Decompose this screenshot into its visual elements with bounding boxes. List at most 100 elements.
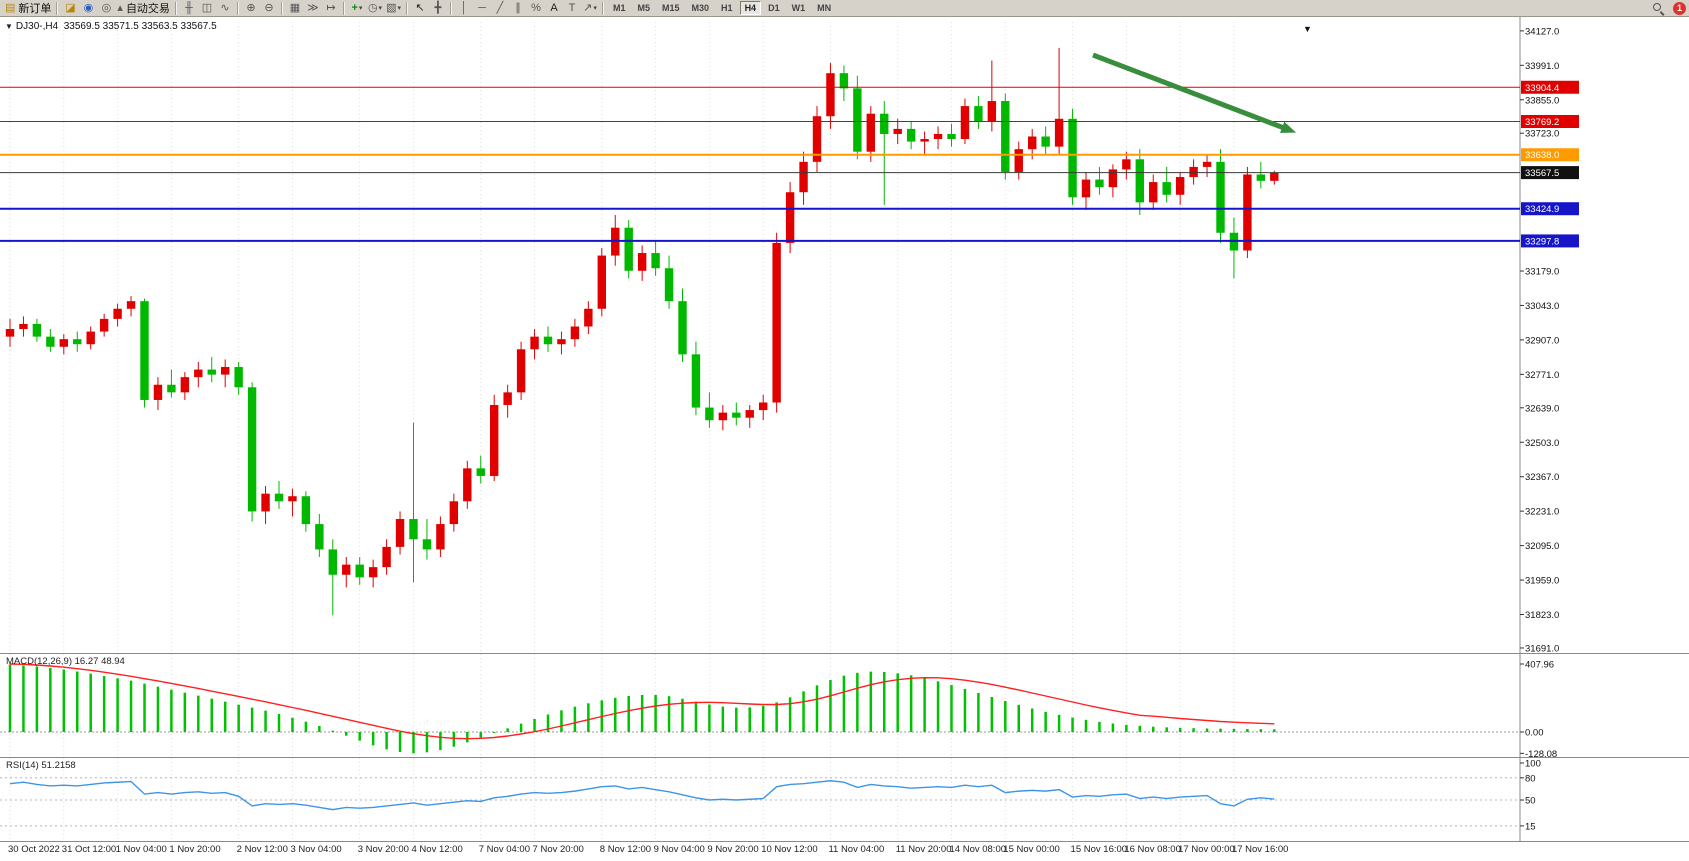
panel-chrome: ▼ xyxy=(0,17,1689,842)
candles-chart-button[interactable]: ◫ xyxy=(198,1,216,16)
svg-text:8 Nov 12:00: 8 Nov 12:00 xyxy=(600,844,651,855)
svg-text:33567.5: 33567.5 xyxy=(1525,168,1559,179)
tile-windows-icon: ▦ xyxy=(289,1,301,14)
timeframe-h4[interactable]: H4 xyxy=(739,1,762,15)
chevron-down-icon: ▾ xyxy=(397,5,401,12)
horizontal-line-icon: ─ xyxy=(478,1,486,14)
trendline-icon: ╱ xyxy=(496,1,504,14)
svg-text:100: 100 xyxy=(1525,759,1541,770)
svg-text:2 Nov 12:00: 2 Nov 12:00 xyxy=(237,844,288,855)
terminal-icon: ◎ xyxy=(101,1,112,14)
new-order-icon: ▤ xyxy=(5,1,16,14)
trendline-button[interactable]: ╱ xyxy=(491,1,509,16)
chart-ohlc-header: ▼ DJ30-,H4 33569.5 33571.5 33563.5 33567.… xyxy=(5,21,217,32)
fibonacci-icon: % xyxy=(531,1,541,14)
timeframe-h1[interactable]: H1 xyxy=(721,3,733,13)
svg-text:50: 50 xyxy=(1525,796,1536,807)
arrows-icon: ↗ xyxy=(583,1,593,14)
data-window-button[interactable]: ◉ xyxy=(79,1,97,16)
svg-text:9 Nov 20:00: 9 Nov 20:00 xyxy=(707,844,758,855)
timeframe-m15[interactable]: M15 xyxy=(662,3,680,13)
search-button[interactable] xyxy=(1649,1,1667,16)
timeframe-m1[interactable]: M1 xyxy=(612,3,626,13)
time-axis: 30 Oct 2022 31 Oct 12:00 1 Nov 04:00 1 Nov … xyxy=(8,844,1288,855)
chart-shift-button[interactable]: ↦ xyxy=(322,1,340,16)
rsi-layer: 100 80 50 15 xyxy=(0,759,1541,832)
svg-text:33904.4: 33904.4 xyxy=(1525,83,1559,94)
indicators-button[interactable]: + ▾ xyxy=(348,1,366,16)
cursor-button[interactable]: ↖ xyxy=(411,1,429,16)
svg-text:9 Nov 04:00: 9 Nov 04:00 xyxy=(654,844,705,855)
svg-text:33043.0: 33043.0 xyxy=(1525,301,1559,312)
text-label-button[interactable]: T xyxy=(563,1,581,16)
svg-text:7 Nov 20:00: 7 Nov 20:00 xyxy=(533,844,584,855)
svg-text:33991.0: 33991.0 xyxy=(1525,61,1559,72)
market-watch-button[interactable]: ◪ xyxy=(61,1,79,16)
candles-chart-icon: ◫ xyxy=(201,1,213,14)
toolbar-separator xyxy=(236,1,239,15)
text-button[interactable]: A xyxy=(545,1,563,16)
price-chart-svg[interactable]: ▼ 33904.4 33769.2 33638.0 33567.5 33424.9 3329… xyxy=(0,17,1689,861)
vertical-line-button[interactable]: │ xyxy=(455,1,473,16)
periods-button[interactable]: ◷ ▾ xyxy=(366,1,384,16)
chevron-down-icon: ▾ xyxy=(593,5,597,12)
auto-scroll-button[interactable]: ≫ xyxy=(304,1,322,16)
macd-name: MACD(12,26,9) xyxy=(6,656,72,667)
symbol-dropdown-icon[interactable]: ▼ xyxy=(5,22,13,31)
terminal-button[interactable]: ◎ xyxy=(97,1,115,16)
svg-text:17 Nov 00:00: 17 Nov 00:00 xyxy=(1178,844,1235,855)
timeframe-mn[interactable]: MN xyxy=(817,3,832,13)
ohlc-values: 33569.5 33571.5 33563.5 33567.5 xyxy=(63,21,217,32)
svg-text:1 Nov 20:00: 1 Nov 20:00 xyxy=(169,844,220,855)
svg-text:31959.0: 31959.0 xyxy=(1525,576,1559,587)
notification-badge[interactable]: 1 xyxy=(1673,1,1686,15)
arrows-button[interactable]: ↗ ▾ xyxy=(581,1,599,16)
chart-shift-icon: ↦ xyxy=(326,1,336,14)
chevron-down-icon: ▾ xyxy=(378,5,383,12)
chart-window[interactable]: ▼ 33904.4 33769.2 33638.0 33567.5 33424.9 3329… xyxy=(0,17,1689,861)
chart-shift-marker-icon: ▼ xyxy=(1303,24,1312,34)
auto-trading-button[interactable]: ▴ 自动交易 xyxy=(115,1,172,16)
svg-text:3 Nov 04:00: 3 Nov 04:00 xyxy=(290,844,341,855)
horizontal-line-button[interactable]: ─ xyxy=(473,1,491,16)
new-order-button[interactable]: ▤ 新订单 xyxy=(3,1,53,16)
timeframe-m5[interactable]: M5 xyxy=(637,3,651,13)
svg-text:15 Nov 16:00: 15 Nov 16:00 xyxy=(1071,844,1128,855)
auto-trading-label: 自动交易 xyxy=(125,3,170,15)
trend-arrow-annotation[interactable] xyxy=(1092,52,1297,133)
tile-windows-button[interactable]: ▦ xyxy=(286,1,304,16)
timeframe-m30[interactable]: M30 xyxy=(691,3,710,13)
svg-text:32367.0: 32367.0 xyxy=(1525,472,1559,483)
toolbar-separator xyxy=(56,1,59,15)
main-toolbar: ▤ 新订单 ◪ ◉ ◎ ▴ 自动交易 ╫ ◫ ∿ ⊕ ⊖ ▦ ≫ ↦ + ▾ ◷… xyxy=(0,0,1689,17)
channel-button[interactable]: ∥ xyxy=(509,1,527,16)
svg-text:7 Nov 04:00: 7 Nov 04:00 xyxy=(479,844,530,855)
crosshair-button[interactable]: ╋ xyxy=(429,1,447,16)
toolbar-separator xyxy=(601,1,604,15)
text-label-icon: T xyxy=(568,1,576,14)
timeframe-d1[interactable]: D1 xyxy=(768,3,780,13)
search-icon xyxy=(1652,2,1664,14)
svg-text:33855.0: 33855.0 xyxy=(1525,95,1559,106)
fibonacci-button[interactable]: % xyxy=(527,1,545,16)
crosshair-icon: ╋ xyxy=(434,1,442,14)
channel-icon: ∥ xyxy=(515,1,521,14)
svg-text:11 Nov 04:00: 11 Nov 04:00 xyxy=(828,844,884,855)
vertical-line-icon: │ xyxy=(460,1,468,14)
svg-text:4 Nov 12:00: 4 Nov 12:00 xyxy=(412,844,463,855)
data-window-icon: ◉ xyxy=(83,1,94,14)
line-chart-button[interactable]: ∿ xyxy=(216,1,234,16)
text-icon: A xyxy=(550,1,558,14)
timeframe-w1[interactable]: W1 xyxy=(791,3,806,13)
market-watch-icon: ◪ xyxy=(65,1,76,14)
zoom-out-button[interactable]: ⊖ xyxy=(260,1,278,16)
svg-text:32503.0: 32503.0 xyxy=(1525,438,1559,449)
svg-text:32095.0: 32095.0 xyxy=(1525,541,1559,552)
auto-scroll-icon: ≫ xyxy=(307,1,319,14)
svg-text:15: 15 xyxy=(1525,821,1536,832)
indicators-plus-icon: + xyxy=(351,1,358,14)
templates-button[interactable]: ▧ ▾ xyxy=(384,1,403,16)
zoom-in-button[interactable]: ⊕ xyxy=(242,1,260,16)
bars-chart-button[interactable]: ╫ xyxy=(180,1,198,16)
cursor-icon: ↖ xyxy=(415,1,425,14)
